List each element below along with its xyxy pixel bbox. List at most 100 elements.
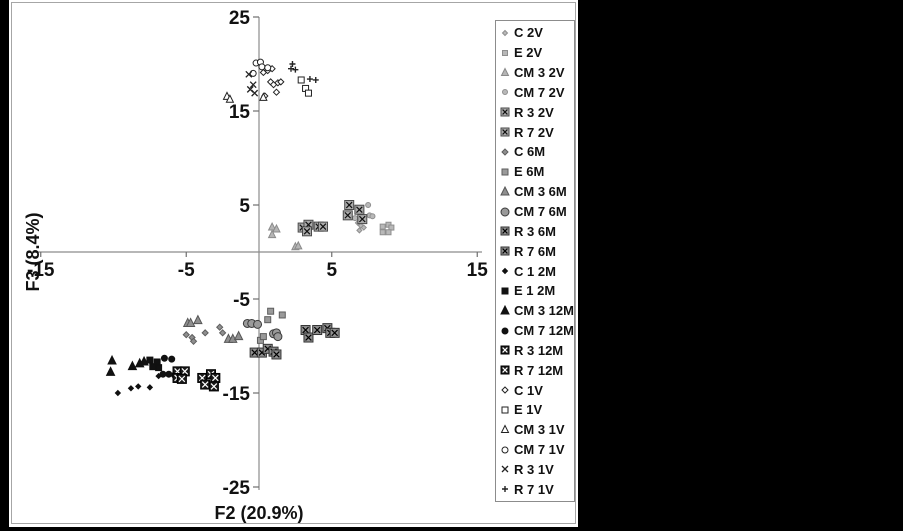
diamond-marker xyxy=(360,224,367,231)
y-tick-label: -5 xyxy=(233,290,250,311)
legend-item-cm-7-12m: CM 7 12M xyxy=(496,321,574,341)
square-marker xyxy=(379,223,386,230)
circle-marker xyxy=(352,215,359,222)
boxed-x-inner xyxy=(502,347,508,354)
diamond-marker xyxy=(272,88,281,96)
diamond-marker xyxy=(277,78,285,86)
triangle-marker xyxy=(500,185,510,196)
triangle-marker xyxy=(233,330,244,341)
square-marker xyxy=(264,316,272,324)
series-r-3-2v xyxy=(297,219,329,237)
legend-marker-icon xyxy=(500,185,510,196)
triangle-marker xyxy=(500,66,510,76)
circle-marker xyxy=(365,202,372,208)
square-marker xyxy=(149,363,157,371)
legend-item-cm-3-2v: CM 3 2V xyxy=(496,63,574,83)
boxed-x-inner xyxy=(502,367,508,374)
series-r-3-12m xyxy=(172,366,190,384)
boxed-x-inner xyxy=(502,228,508,235)
legend-marker-icon xyxy=(502,486,508,493)
boxed-x-inner xyxy=(305,334,312,341)
legend-item-r-3-2v: R 3 2V xyxy=(496,102,574,122)
legend-marker-icon xyxy=(500,345,510,355)
square-marker xyxy=(155,364,163,372)
boxed-x-inner xyxy=(502,109,508,116)
circle-marker xyxy=(502,89,508,96)
legend-marker-icon xyxy=(500,304,510,315)
legend-item-label: CM 7 2V xyxy=(514,84,565,100)
legend-item-label: C 2V xyxy=(514,25,543,41)
circle-marker xyxy=(501,446,509,454)
x-marker xyxy=(249,81,257,89)
series-cm-3-12m xyxy=(105,354,149,376)
triangle-marker xyxy=(105,366,116,376)
boxed-x-inner xyxy=(358,215,366,223)
x-marker xyxy=(245,70,253,78)
legend-marker-icon xyxy=(501,466,509,473)
legend-item-label: CM 3 1V xyxy=(514,422,565,438)
square-marker xyxy=(278,311,286,319)
diamond-marker xyxy=(146,384,154,391)
diamond-marker xyxy=(182,331,190,339)
legend-item-label: CM 7 6M xyxy=(514,204,567,220)
legend-marker-icon xyxy=(500,127,510,137)
triangle-marker xyxy=(259,92,268,101)
triangle-marker xyxy=(193,314,203,325)
circle-marker xyxy=(168,355,176,363)
legend-item-r-3-6m: R 3 6M xyxy=(496,221,574,241)
legend-marker-icon xyxy=(501,29,509,37)
series-cm-3-2v xyxy=(267,221,303,251)
x-marker xyxy=(501,466,509,473)
legend-item-label: CM 3 12M xyxy=(514,303,574,319)
diamond-marker xyxy=(218,329,227,337)
diamond-marker xyxy=(501,29,509,37)
legend-item-r-7-6m: R 7 6M xyxy=(496,241,574,261)
diamond-marker xyxy=(114,389,122,397)
series-r-3-6m xyxy=(249,343,282,360)
circle-marker xyxy=(165,370,173,378)
legend-item-c-1-2m: C 1 2M xyxy=(496,261,574,281)
triangle-marker xyxy=(185,317,196,327)
triangle-marker xyxy=(225,94,235,103)
circle-marker xyxy=(369,213,376,220)
square-marker xyxy=(501,287,509,295)
diamond-marker xyxy=(127,385,135,392)
diamond-marker xyxy=(216,323,224,331)
boxed-x-inner xyxy=(201,381,209,388)
plus-marker xyxy=(312,76,319,83)
legend-item-label: C 6M xyxy=(514,144,546,160)
legend-marker-icon xyxy=(501,446,509,454)
boxed-x-inner xyxy=(251,349,258,356)
triangle-marker xyxy=(500,304,510,315)
legend-marker-icon xyxy=(501,386,509,394)
legend-item-cm-7-2v: CM 7 2V xyxy=(496,83,574,103)
legend-marker-icon xyxy=(500,207,510,217)
chart-figure: -15 -5 5 15 25 15 5 -5 -15 -25 F2 (20.9%) F3 (8.4%)… xyxy=(9,0,578,527)
square-marker xyxy=(502,49,508,56)
legend-item-label: E 1 2M xyxy=(514,283,556,299)
circle-marker xyxy=(501,327,509,335)
square-marker xyxy=(146,356,154,364)
series-e-2v xyxy=(379,221,395,236)
series-cm-3-6m xyxy=(182,314,244,343)
circle-marker xyxy=(253,319,263,329)
legend-item-e-1-2m: E 1 2M xyxy=(496,281,574,301)
series-cm-7-6m xyxy=(242,318,283,342)
diamond-marker xyxy=(501,148,509,156)
series-cm-7-2v xyxy=(352,202,376,222)
boxed-x-inner xyxy=(331,329,338,337)
legend-item-e-1v: E 1V xyxy=(496,400,574,420)
diamond-marker xyxy=(135,383,142,390)
boxed-x-inner xyxy=(502,129,508,135)
series-r-3-1v xyxy=(245,70,259,97)
legend-item-label: C 1 2M xyxy=(514,263,556,279)
legend-item-label: E 1V xyxy=(514,402,543,418)
legend-item-cm-7-1v: CM 7 1V xyxy=(496,440,574,460)
legend-item-label: CM 3 6M xyxy=(514,184,567,200)
legend-marker-icon xyxy=(500,365,510,375)
legend-item-label: CM 7 1V xyxy=(514,442,565,458)
x-tick-label: -5 xyxy=(178,260,195,281)
square-marker xyxy=(304,89,312,97)
legend-item-label: R 3 2V xyxy=(514,104,554,120)
triangle-marker xyxy=(107,354,117,365)
